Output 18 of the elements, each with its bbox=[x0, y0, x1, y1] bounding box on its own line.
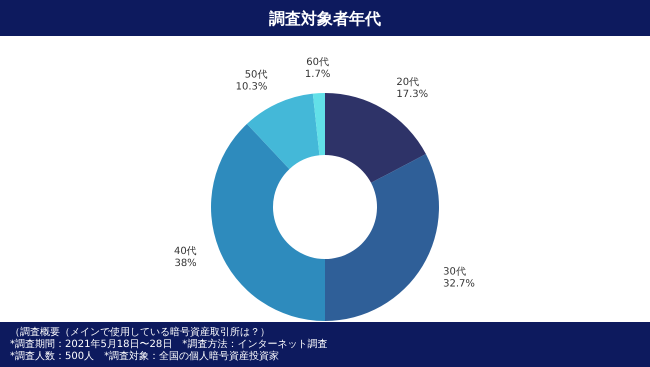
text: （調査概要（メインで使用している暗号資産取引所は？） bbox=[10, 326, 270, 338]
data-label: 38% bbox=[174, 258, 197, 269]
text: *調査人数：500人 *調査対象：全国の個人暗号資産投資家 bbox=[10, 350, 280, 362]
donut-slice bbox=[246, 94, 320, 170]
slice-label: 20代 bbox=[396, 76, 420, 88]
data-label: 32.7% bbox=[443, 278, 475, 290]
slice-label: 60代 bbox=[306, 57, 329, 68]
donut-slice bbox=[211, 124, 325, 321]
data-label: 17.3% bbox=[396, 88, 428, 100]
donut-slice bbox=[312, 93, 325, 156]
chart-title: 調査対象者年代 bbox=[269, 9, 381, 28]
data-label: 1.7% bbox=[304, 69, 330, 80]
slice-label: 30代 bbox=[443, 266, 466, 278]
slice-label: 50代 bbox=[244, 70, 268, 81]
slice-label: 40代 bbox=[174, 246, 197, 257]
data-label: 10.3% bbox=[236, 82, 268, 93]
text: *調査期間：2021年5月18日〜28日 *調査方法：インターネット調査 bbox=[10, 338, 328, 350]
donut-slice bbox=[325, 154, 439, 321]
